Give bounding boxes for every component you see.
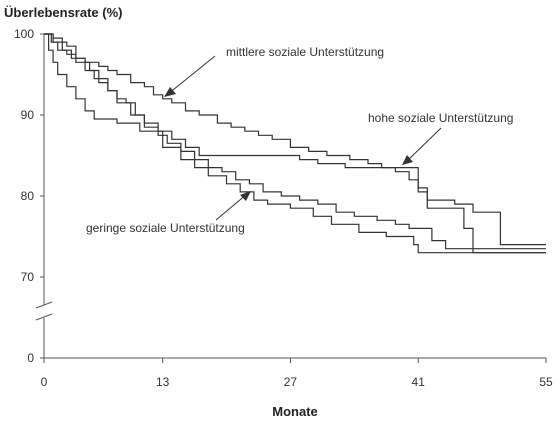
annotation-mittlere-label: mittlere soziale Unterstützung [226, 45, 384, 59]
annotation-geringe-label: geringe soziale Unterstützung [86, 221, 245, 235]
annotation-hohe: hohe soziale Unterstützung [368, 111, 513, 165]
annotation-hohe-arrowhead [402, 155, 413, 165]
annotation-geringe: geringe soziale Unterstützung [86, 191, 251, 235]
y-tick-label: 90 [21, 108, 35, 122]
y-tick-label: 100 [14, 27, 34, 41]
annotation-mittlere: mittlere soziale Unterstützung [164, 45, 384, 97]
y-tick-label: 0 [27, 351, 34, 365]
x-tick-label: 0 [41, 375, 48, 389]
x-tick-label: 13 [156, 375, 170, 389]
y-ticks: 0 70 80 90 100 [14, 27, 44, 365]
series-layer [44, 33, 546, 254]
survival-curve-3 [44, 33, 546, 254]
annotation-geringe-arrow [215, 193, 248, 221]
survival-curve-1 [44, 33, 546, 254]
annotation-mittlere-arrow [167, 55, 216, 95]
y-tick-label: 70 [21, 270, 35, 284]
x-tick-label: 27 [284, 375, 298, 389]
x-tick-label: 55 [539, 375, 553, 389]
annotation-mittlere-arrowhead [164, 87, 176, 97]
annotation-hohe-label: hohe soziale Unterstützung [368, 111, 513, 125]
annotation-hohe-arrow [405, 127, 442, 163]
survival-curve-2 [44, 33, 546, 250]
x-tick-label: 41 [412, 375, 426, 389]
survival-curve-0 [44, 33, 546, 246]
y-tick-label: 80 [21, 189, 35, 203]
x-ticks: 0 13 27 41 55 [41, 358, 553, 389]
annotation-geringe-arrowhead [240, 191, 251, 201]
axis-break-marker [35, 301, 53, 321]
y-axis-title: Überlebensrate (%) [4, 5, 122, 20]
x-axis-title: Monate [272, 404, 318, 419]
